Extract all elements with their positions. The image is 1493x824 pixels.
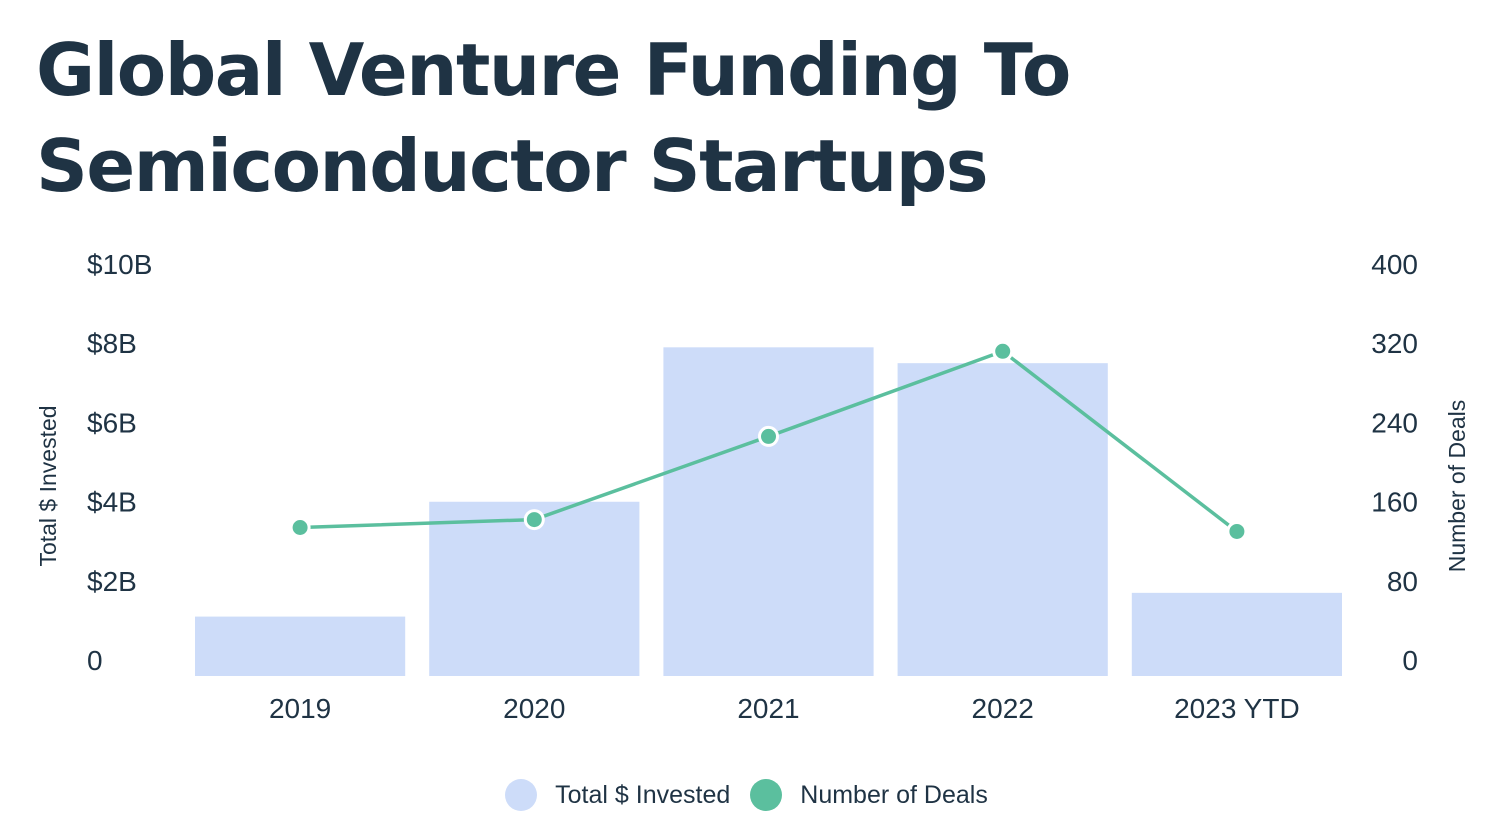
x-tick-label: 2019 bbox=[269, 693, 331, 724]
deals-point-2022[interactable] bbox=[992, 340, 1014, 362]
left-tick-label: $2B bbox=[87, 566, 137, 597]
right-tick-label: 240 bbox=[1371, 407, 1418, 438]
legend-label-invested: Total $ Invested bbox=[555, 780, 731, 809]
legend-label-deals: Number of Deals bbox=[800, 780, 988, 809]
right-tick-label: 400 bbox=[1371, 249, 1418, 280]
x-tick-label: 2022 bbox=[972, 693, 1034, 724]
right-tick-label: 80 bbox=[1387, 566, 1418, 597]
right-axis-title: Number of Deals bbox=[1444, 400, 1470, 573]
left-tick-label: $8B bbox=[87, 328, 137, 359]
right-axis-ticks: 0 80 160 240 320 400 bbox=[1371, 249, 1418, 676]
bar-2019[interactable] bbox=[195, 616, 406, 676]
left-tick-label: $4B bbox=[87, 487, 137, 518]
right-tick-label: 0 bbox=[1402, 645, 1418, 676]
right-tick-label: 160 bbox=[1371, 487, 1418, 518]
deals-point-2020[interactable] bbox=[523, 509, 545, 531]
legend-swatch-invested bbox=[505, 779, 538, 811]
bar-2021[interactable] bbox=[663, 347, 874, 676]
left-tick-label: 0 bbox=[87, 645, 103, 676]
title-line-1: Global Venture Funding To bbox=[36, 28, 1071, 112]
legend-swatch-deals bbox=[750, 779, 783, 811]
chart-title: Global Venture Funding To Semiconductor … bbox=[36, 22, 1136, 214]
line-series-group bbox=[289, 340, 1248, 542]
left-axis-title: Total $ Invested bbox=[35, 405, 61, 566]
left-tick-label: $10B bbox=[87, 249, 152, 280]
x-tick-label: 2021 bbox=[737, 693, 799, 724]
bar-series-group bbox=[195, 347, 1342, 676]
right-tick-label: 320 bbox=[1371, 328, 1418, 359]
x-tick-label: 2023 YTD bbox=[1174, 693, 1300, 724]
x-axis-ticks: 2019 2020 2021 2022 2023 YTD bbox=[269, 693, 1300, 724]
bar-2020[interactable] bbox=[429, 501, 640, 676]
left-axis-ticks: 0 $2B $4B $6B $8B $10B bbox=[87, 249, 152, 676]
deals-point-2021[interactable] bbox=[758, 425, 779, 447]
deals-point-2019[interactable] bbox=[289, 517, 311, 538]
x-tick-label: 2020 bbox=[503, 693, 565, 724]
legend-item-invested[interactable]: Total $ Invested bbox=[505, 779, 730, 811]
bar-2023-ytd[interactable] bbox=[1131, 592, 1342, 676]
bar-2022[interactable] bbox=[897, 363, 1108, 676]
legend: Total $ Invested Number of Deals bbox=[0, 775, 1493, 815]
title-line-2: Semiconductor Startups bbox=[36, 124, 989, 208]
left-tick-label: $6B bbox=[87, 407, 137, 438]
legend-item-deals[interactable]: Number of Deals bbox=[750, 779, 988, 811]
deals-point-2023-ytd[interactable] bbox=[1226, 520, 1248, 542]
